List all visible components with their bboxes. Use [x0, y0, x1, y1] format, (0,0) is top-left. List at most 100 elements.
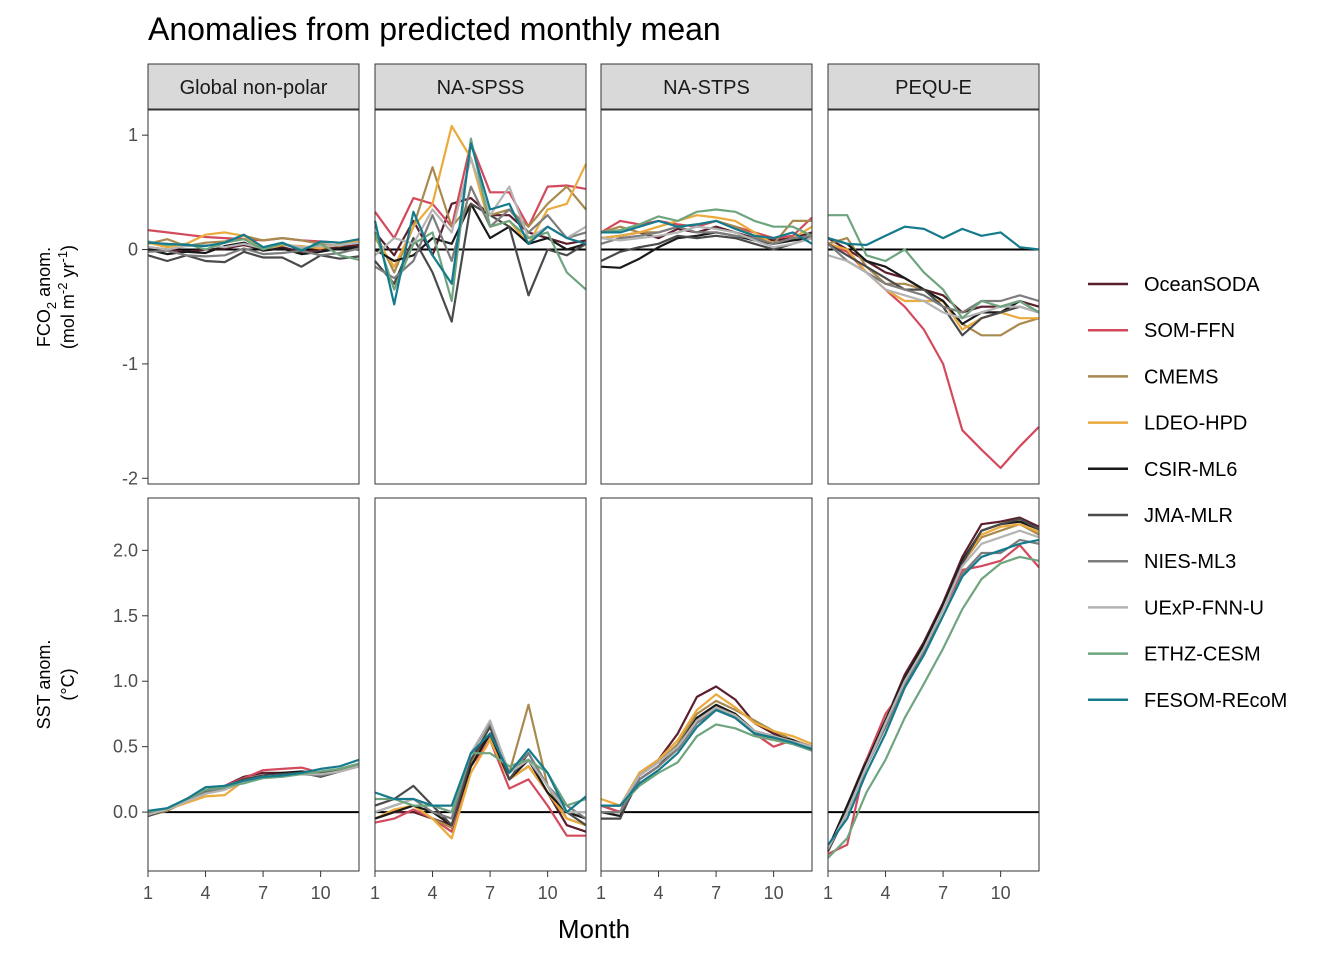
series-line-oceansoda: [826, 516, 1040, 850]
series-line-nies-ml3: [600, 225, 813, 245]
series-line-csir-ml6: [600, 703, 813, 818]
panel-sst-global-non-polar: [147, 497, 360, 872]
series-line-fesom-recom: [373, 142, 587, 306]
series-line-fesom-recom: [601, 708, 813, 807]
legend-item-cmems: CMEMS: [1088, 366, 1218, 388]
legend-label: JMA-MLR: [1144, 505, 1233, 527]
series-line-jma-mlr: [601, 706, 813, 820]
y-tick-label: -1: [122, 354, 138, 374]
series-line-jma-mlr: [600, 234, 813, 262]
legend-label: CMEMS: [1144, 366, 1218, 388]
y-tick-label: 0: [128, 240, 138, 260]
panel-sst-na-spss: [374, 497, 587, 872]
series-line-ethz-cesm: [600, 208, 813, 237]
legend-label: CSIR-ML6: [1144, 459, 1237, 481]
panel-border: [600, 497, 813, 872]
legend-label: SOM-FFN: [1144, 320, 1235, 342]
legend-label: LDEO-HPD: [1144, 413, 1247, 435]
x-tick-label: 1: [143, 883, 153, 903]
x-tick-label: 4: [428, 883, 438, 903]
series-line-cmems: [374, 703, 587, 829]
series-line-som-ffn: [374, 142, 587, 240]
panel-border: [147, 497, 360, 872]
legend-item-ldeo-hpd: LDEO-HPD: [1088, 413, 1247, 435]
series-line-ldeo-hpd: [600, 693, 813, 807]
legend-label: OceanSODA: [1144, 274, 1260, 296]
x-tick-label: 10: [311, 883, 331, 903]
series-line-fesom-recom: [827, 538, 1040, 846]
legend-label: FESOM-REcoM: [1144, 690, 1287, 712]
legend-item-uexp-fnn-u: UExP-FNN-U: [1088, 597, 1264, 619]
series-line-cmems: [827, 237, 1040, 337]
x-tick-label: 4: [881, 883, 891, 903]
y-tick-label: 1: [128, 125, 138, 145]
x-tick-label: 10: [991, 883, 1011, 903]
y-tick-label: 1.0: [113, 671, 138, 691]
x-tick-label: 7: [938, 883, 948, 903]
series-line-ethz-cesm: [827, 555, 1040, 859]
x-tick-label: 10: [764, 883, 784, 903]
legend-label: ETHZ-CESM: [1144, 644, 1261, 666]
series-line-uexp-fnn-u: [601, 706, 813, 807]
panel-fco2-pequ-e: [827, 109, 1040, 485]
series-line-ethz-cesm: [373, 137, 587, 303]
series-line-nies-ml3: [374, 185, 587, 280]
strip-na-spss: [374, 63, 587, 110]
panel-border: [827, 109, 1040, 485]
legend-item-ethz-cesm: ETHZ-CESM: [1088, 644, 1261, 666]
strip-global-non-polar: [147, 63, 360, 110]
x-tick-label: 10: [538, 883, 558, 903]
y-axis-title-units: (°C): [58, 668, 78, 700]
x-tick-label: 4: [201, 883, 211, 903]
series-line-ethz-cesm: [828, 214, 1040, 320]
x-axis-title: Month: [558, 914, 630, 944]
chart-title: Anomalies from predicted monthly mean: [148, 11, 721, 47]
strip-pequ-e: [827, 63, 1040, 110]
series-line-uexp-fnn-u: [600, 225, 813, 249]
facet-panels: Global non-polar NA-SPSS NA-STPS PEQU-E: [147, 63, 1040, 872]
panel-border: [600, 109, 813, 485]
x-tick-label: 1: [823, 883, 833, 903]
panel-border: [827, 497, 1040, 872]
legend-item-nies-ml3: NIES-ML3: [1088, 551, 1236, 573]
series-line-csir-ml6: [826, 520, 1040, 850]
y-tick-label: 0.5: [113, 737, 138, 757]
panel-sst-pequ-e: [826, 497, 1040, 872]
series-line-fesom-recom: [147, 233, 360, 252]
axes: -2 -1 0 1 FCO2 anom.(mol m-2 yr-1) 0.0 0.5 1.0 1…: [34, 125, 1011, 903]
y-tick-label: -2: [122, 468, 138, 488]
series-line-jma-mlr: [374, 202, 587, 323]
strip-label-na-spss: NA-SPSS: [437, 77, 525, 99]
strip-label-na-stps: NA-STPS: [663, 77, 750, 99]
x-tick-label: 7: [485, 883, 495, 903]
y-axis-title-sst: SST anom.: [34, 640, 54, 730]
panel-fco2-na-spss: [373, 109, 587, 485]
x-tick-label: 7: [711, 883, 721, 903]
panel-fco2-na-stps: [600, 109, 813, 485]
series-line-uexp-fnn-u: [827, 529, 1040, 850]
legend-label: UExP-FNN-U: [1144, 597, 1264, 619]
y-tick-label: 1.5: [113, 606, 138, 626]
strip-na-stps: [600, 63, 813, 110]
series-line-fesom-recom: [374, 732, 587, 814]
series-line-som-ffn: [600, 706, 813, 814]
y-axis-title-units: (mol m-2 yr-1): [55, 245, 78, 349]
series-line-nies-ml3: [827, 538, 1040, 850]
y-axis-title-fco2: FCO2 anom.: [34, 247, 59, 347]
legend-item-jma-mlr: JMA-MLR: [1088, 505, 1233, 527]
series-line-fesom-recom: [147, 758, 360, 812]
legend-item-csir-ml6: CSIR-ML6: [1088, 459, 1237, 481]
legend-item-som-ffn: SOM-FFN: [1088, 320, 1235, 342]
legend-item-oceansoda: OceanSODA: [1088, 274, 1260, 296]
panel-fco2-global-non-polar: [147, 109, 360, 485]
y-tick-label: 2.0: [113, 540, 138, 560]
legend-label: NIES-ML3: [1144, 551, 1236, 573]
series-line-jma-mlr: [827, 242, 1040, 337]
series-line-nies-ml3: [601, 708, 813, 814]
x-tick-label: 1: [596, 883, 606, 903]
series-line-ldeo-hpd: [374, 124, 587, 268]
panel-border: [374, 109, 587, 485]
legend: OceanSODA SOM-FFN CMEMS LDEO-HPD CSIR-ML6 JMA…: [1088, 274, 1287, 712]
series-line-jma-mlr: [374, 725, 587, 827]
